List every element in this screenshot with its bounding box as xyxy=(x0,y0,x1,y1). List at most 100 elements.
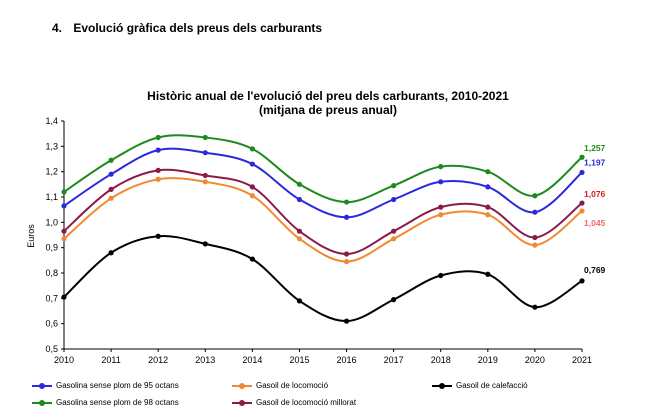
data-point xyxy=(343,251,350,257)
series-3: 0,769 xyxy=(61,233,606,324)
series-1: 1,197 xyxy=(61,147,606,220)
y-tick-label: 0,8 xyxy=(45,268,58,278)
data-point xyxy=(532,209,538,215)
legend-swatch xyxy=(32,382,52,389)
legend-marker xyxy=(239,382,245,389)
end-value-label: 1,045 xyxy=(584,218,606,228)
chart-subtitle: (mitjana de preus anual) xyxy=(258,103,398,117)
data-point xyxy=(202,150,208,156)
data-point xyxy=(296,236,303,242)
data-point xyxy=(343,259,350,265)
end-value-label: 1,076 xyxy=(584,189,606,199)
data-point xyxy=(485,184,491,190)
data-point xyxy=(108,186,114,192)
data-point xyxy=(391,297,397,303)
legend-label: Gasolina sense plom de 95 octans xyxy=(56,381,179,390)
y-tick-label: 1,2 xyxy=(45,167,58,177)
chart-title: Històric anual de l'evolució del preu de… xyxy=(147,89,509,103)
data-point xyxy=(155,134,161,141)
y-tick-label: 0,9 xyxy=(45,243,58,253)
chart-axes: 0,5 0,6 0,7 0,8 0,9 1,0 1,1 1,2 1,3 1,4 2010 2011 20… xyxy=(45,116,592,365)
data-point xyxy=(296,181,303,187)
x-tick-label: 2010 xyxy=(54,355,74,365)
data-point xyxy=(579,278,585,284)
data-point xyxy=(343,318,350,324)
legend-marker xyxy=(239,399,245,406)
section-title: Evolució gràfica dels preus dels carbura… xyxy=(73,21,323,35)
legend-swatch xyxy=(232,399,252,406)
x-tick-label: 2017 xyxy=(384,355,404,365)
data-point xyxy=(438,179,444,185)
end-value-label: 1,257 xyxy=(584,143,606,153)
data-point xyxy=(155,233,161,239)
data-point xyxy=(438,164,444,170)
series-2: 1,045 xyxy=(61,176,606,265)
x-tick-label: 2016 xyxy=(337,355,357,365)
data-point xyxy=(202,179,208,185)
data-point xyxy=(485,169,491,175)
data-point xyxy=(391,183,397,189)
data-point xyxy=(296,196,303,203)
data-point xyxy=(391,196,397,203)
data-point xyxy=(485,271,491,277)
data-point xyxy=(296,298,303,304)
data-point xyxy=(391,236,397,242)
data-point xyxy=(579,200,585,206)
data-point xyxy=(61,294,67,300)
section-heading: 4. Evolució gràfica dels preus dels carb… xyxy=(52,21,322,35)
data-point xyxy=(343,199,350,205)
x-tick-label: 2019 xyxy=(478,355,498,365)
end-value-label: 1,197 xyxy=(584,157,606,167)
legend-item: Gasolina sense plom de 95 octans xyxy=(32,381,179,390)
data-point xyxy=(391,228,397,234)
x-tick-label: 2014 xyxy=(242,355,262,365)
data-point xyxy=(249,161,255,167)
y-tick-label: 0,6 xyxy=(45,319,58,329)
end-value-label: 0,769 xyxy=(584,265,606,275)
data-point xyxy=(61,228,67,234)
x-tick-label: 2021 xyxy=(572,355,592,365)
x-tick-label: 2013 xyxy=(195,355,215,365)
data-point xyxy=(108,250,114,256)
data-point xyxy=(249,193,255,199)
legend-swatch xyxy=(232,382,252,389)
series-line xyxy=(63,147,583,219)
section-number: 4. xyxy=(52,21,63,35)
data-point xyxy=(532,242,538,248)
series-4: 1,257 xyxy=(61,134,606,205)
data-point xyxy=(61,203,67,209)
legend-item: Gasoil de locomoció millorat xyxy=(232,398,356,407)
series-line xyxy=(63,134,583,204)
data-point xyxy=(438,212,444,218)
x-tick-label: 2012 xyxy=(148,355,168,365)
data-point xyxy=(202,172,208,179)
x-tick-label: 2020 xyxy=(525,355,545,365)
data-point xyxy=(532,304,538,310)
data-point xyxy=(108,195,114,201)
y-axis-label: Euros xyxy=(26,224,36,248)
y-tick-label: 1,4 xyxy=(45,116,58,126)
series-5: 1,076 xyxy=(61,167,606,257)
x-tick-label: 2015 xyxy=(289,355,309,365)
x-tick-label: 2011 xyxy=(101,355,120,365)
data-point xyxy=(579,169,585,176)
data-point xyxy=(343,214,350,220)
data-point xyxy=(485,212,491,218)
data-point xyxy=(579,154,585,160)
data-point xyxy=(108,171,114,177)
legend-label: Gasoil de locomoció xyxy=(256,381,329,390)
series-line xyxy=(63,168,583,256)
y-tick-label: 1,1 xyxy=(45,192,58,202)
data-point xyxy=(249,184,255,190)
legend-item: Gasoil de locomoció xyxy=(232,381,328,390)
x-tick-label: 2018 xyxy=(431,355,451,365)
y-tick-label: 0,7 xyxy=(45,293,58,303)
data-point xyxy=(202,134,208,141)
series-line xyxy=(63,235,583,323)
legend-swatch xyxy=(32,399,52,406)
legend-marker xyxy=(39,399,45,406)
data-point xyxy=(438,272,444,279)
y-tick-label: 0,5 xyxy=(45,344,58,354)
data-point xyxy=(155,147,161,153)
y-tick-label: 1,3 xyxy=(45,141,58,151)
